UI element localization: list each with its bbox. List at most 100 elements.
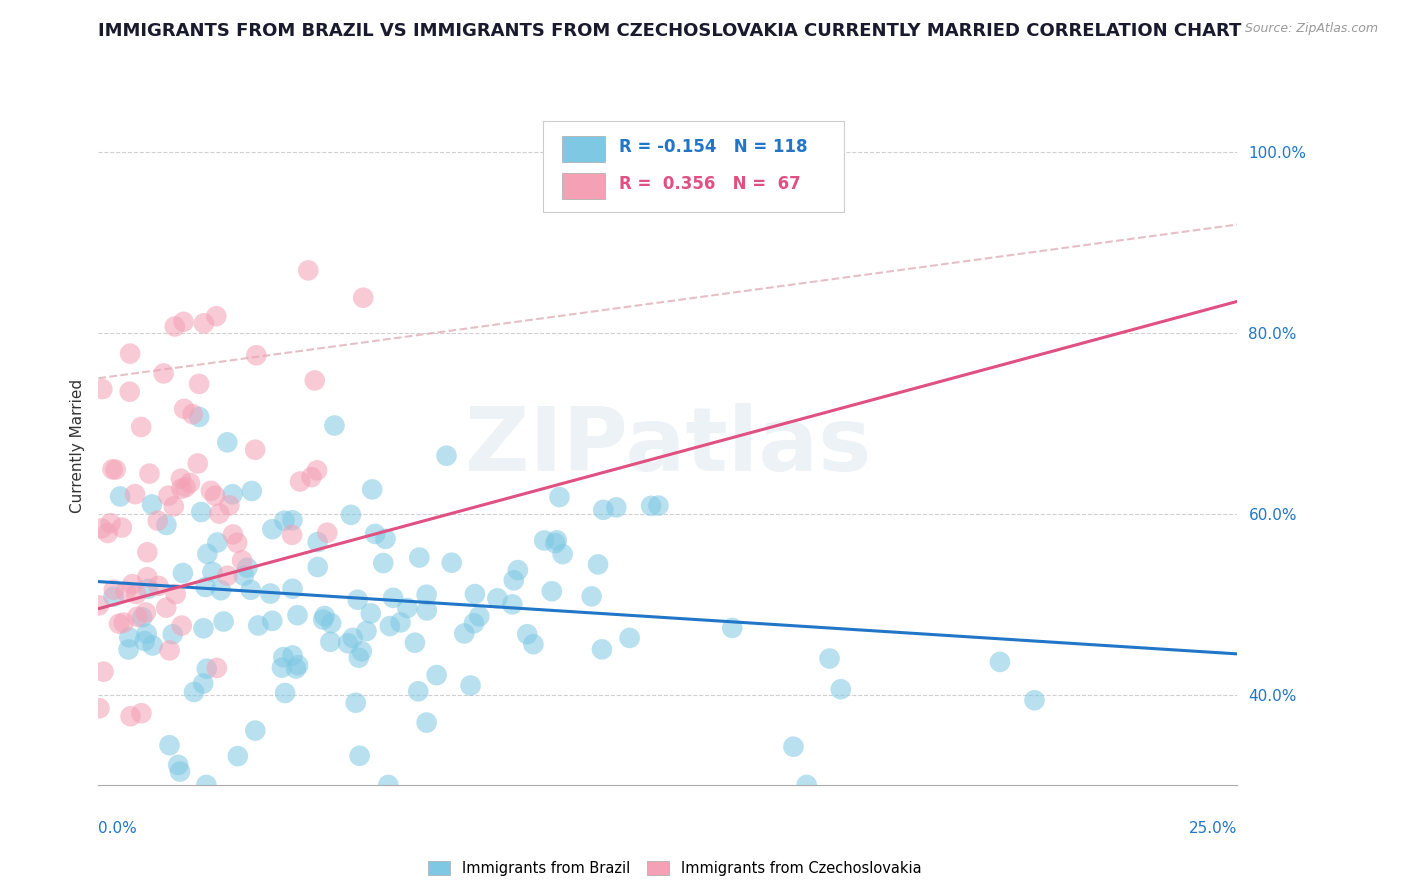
Point xyxy=(97,525,120,540)
Point xyxy=(221,487,243,501)
Point xyxy=(396,601,419,615)
Point xyxy=(640,499,662,513)
Point xyxy=(243,442,266,457)
Point xyxy=(522,637,544,651)
Point xyxy=(195,662,218,676)
Text: Source: ZipAtlas.com: Source: ZipAtlas.com xyxy=(1244,22,1378,36)
Point xyxy=(152,367,174,381)
Point xyxy=(586,558,609,572)
Point xyxy=(138,467,160,481)
Point xyxy=(209,583,232,598)
Point xyxy=(344,696,367,710)
Point xyxy=(118,631,141,645)
Point xyxy=(364,527,387,541)
Point xyxy=(453,626,475,640)
Point xyxy=(91,382,114,396)
Point xyxy=(183,685,205,699)
Point xyxy=(486,591,509,606)
Legend: Immigrants from Brazil, Immigrants from Czechoslovakia: Immigrants from Brazil, Immigrants from … xyxy=(423,856,927,880)
Point xyxy=(287,658,309,673)
Point xyxy=(647,499,669,513)
Point xyxy=(516,627,538,641)
Point xyxy=(382,591,405,605)
Point xyxy=(337,636,360,650)
Point xyxy=(134,634,156,648)
Point xyxy=(141,497,163,511)
Point xyxy=(533,533,555,548)
Point xyxy=(271,661,294,675)
Point xyxy=(167,758,190,772)
Point xyxy=(93,665,115,679)
Point xyxy=(305,463,328,477)
Point xyxy=(163,319,186,334)
Point xyxy=(127,609,149,624)
Point xyxy=(217,568,239,582)
Point xyxy=(460,678,482,692)
Point xyxy=(170,472,193,486)
Point xyxy=(148,579,170,593)
Point xyxy=(87,599,110,613)
Point xyxy=(591,642,613,657)
Point xyxy=(321,616,343,631)
Point xyxy=(287,608,309,623)
Point xyxy=(281,513,304,527)
Point xyxy=(988,655,1011,669)
Point xyxy=(340,508,363,522)
Text: R = -0.154   N = 118: R = -0.154 N = 118 xyxy=(619,138,807,156)
Text: R =  0.356   N =  67: R = 0.356 N = 67 xyxy=(619,175,800,193)
Point xyxy=(159,738,181,752)
Point xyxy=(111,520,134,534)
Point xyxy=(172,566,194,580)
Point xyxy=(112,615,135,630)
Point xyxy=(121,577,143,591)
Text: 25.0%: 25.0% xyxy=(1189,821,1237,836)
Point xyxy=(108,616,131,631)
Point xyxy=(155,518,177,533)
Point xyxy=(193,316,215,330)
Point xyxy=(304,373,326,387)
Point xyxy=(262,522,284,536)
Point xyxy=(136,570,159,584)
Point xyxy=(1024,693,1046,707)
Point xyxy=(285,661,308,675)
Point xyxy=(232,568,254,582)
Point xyxy=(101,462,124,476)
Point xyxy=(259,586,281,600)
Point xyxy=(796,778,818,792)
Point xyxy=(170,482,193,496)
Point xyxy=(406,684,429,698)
Point xyxy=(136,582,159,596)
Point xyxy=(89,701,111,715)
Point xyxy=(245,348,267,362)
Point xyxy=(619,631,641,645)
Point xyxy=(169,764,191,779)
Point xyxy=(307,535,329,549)
Point xyxy=(125,587,148,601)
Point xyxy=(299,470,322,484)
Point xyxy=(170,618,193,632)
Point xyxy=(245,723,267,738)
Point xyxy=(207,535,229,549)
Point xyxy=(273,514,295,528)
Point xyxy=(581,590,603,604)
Point xyxy=(544,536,567,550)
Y-axis label: Currently Married: Currently Married xyxy=(70,379,86,513)
Point xyxy=(464,587,486,601)
Point xyxy=(239,582,262,597)
Point xyxy=(135,606,157,620)
Point xyxy=(222,527,245,541)
Point xyxy=(551,547,574,561)
FancyBboxPatch shape xyxy=(562,136,605,162)
Point xyxy=(506,563,529,577)
Point xyxy=(501,597,523,611)
Point xyxy=(200,483,222,498)
Point xyxy=(312,613,335,627)
Point xyxy=(389,615,412,630)
Point xyxy=(830,682,852,697)
Point xyxy=(193,621,215,635)
Point xyxy=(468,609,491,624)
Point xyxy=(142,639,165,653)
Point xyxy=(361,483,384,497)
Point xyxy=(117,642,139,657)
Point xyxy=(159,643,181,657)
